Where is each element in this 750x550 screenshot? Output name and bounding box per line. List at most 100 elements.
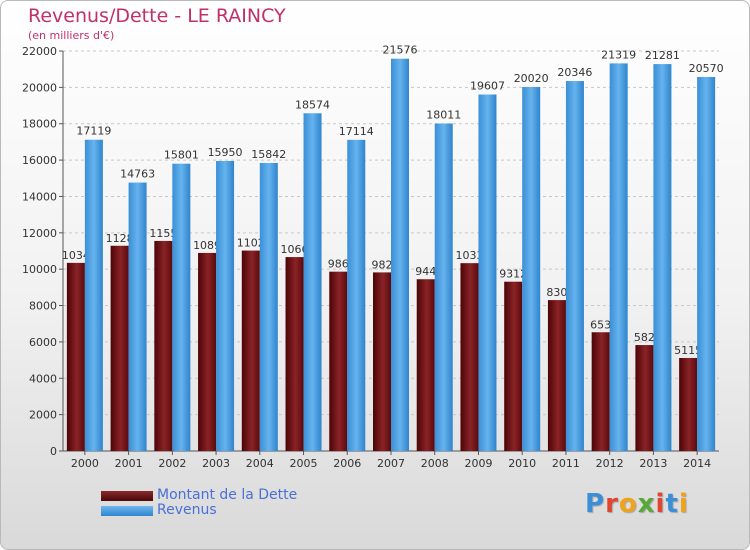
logo-letter: i (655, 489, 666, 519)
logo-letter: P (585, 489, 606, 519)
y-tick-label: 20000 (22, 81, 57, 94)
data-label-revenus: 17119 (76, 125, 111, 138)
data-label-revenus: 18574 (295, 98, 330, 111)
bar-revenus (434, 123, 453, 451)
data-label-revenus: 18011 (426, 109, 461, 122)
logo-letter: t (665, 489, 679, 519)
bar-revenus (697, 77, 716, 451)
data-label-dette: 1128 (106, 232, 134, 245)
logo-letter: o (618, 489, 638, 519)
x-tick-label: 2009 (464, 457, 492, 470)
data-label-dette: 1102 (237, 237, 265, 250)
y-tick-label: 12000 (22, 227, 57, 240)
data-label-dette: 982 (372, 258, 393, 271)
y-tick-label: 22000 (22, 45, 57, 58)
data-label-revenus: 21319 (601, 48, 636, 61)
data-label-revenus: 20346 (557, 66, 592, 79)
bar-revenus (565, 81, 584, 451)
data-label-revenus: 21576 (383, 44, 418, 57)
y-tick-label: 0 (50, 445, 57, 458)
bar-revenus (391, 58, 409, 451)
bar-dette (504, 281, 523, 451)
data-label-dette: 830 (546, 286, 567, 299)
x-tick-label: 2000 (71, 457, 99, 470)
bar-revenus (478, 94, 497, 451)
bar-dette (154, 240, 173, 451)
data-label-dette: 1089 (193, 239, 221, 252)
bar-dette (66, 262, 85, 451)
x-tick-label: 2008 (421, 457, 449, 470)
y-tick-label: 4000 (29, 372, 57, 385)
chart-title: Revenus/Dette - LE RAINCY (28, 5, 286, 27)
bar-revenus (128, 182, 147, 451)
data-label-dette: 1033 (455, 249, 483, 262)
bar-dette (285, 257, 304, 451)
data-label-dette: 986 (328, 258, 349, 271)
data-label-revenus: 15801 (164, 149, 199, 162)
data-label-dette: 653 (590, 318, 611, 331)
bar-dette (591, 332, 610, 451)
data-label-revenus: 15950 (208, 146, 243, 159)
y-tick-label: 2000 (29, 409, 57, 422)
data-label-dette: 944 (415, 265, 436, 278)
bar-dette (547, 300, 566, 451)
x-tick-label: 2005 (290, 457, 318, 470)
x-tick-label: 2012 (596, 457, 624, 470)
data-label-dette: 9312 (499, 268, 527, 281)
data-label-dette: 1155 (149, 227, 177, 240)
bar-dette (329, 271, 348, 451)
bar-dette (198, 252, 217, 451)
x-tick-label: 2003 (202, 457, 230, 470)
bar-dette (241, 250, 260, 451)
x-tick-label: 2014 (683, 457, 711, 470)
legend-swatch-revenus (101, 506, 153, 516)
y-tick-label: 18000 (22, 118, 57, 131)
data-label-revenus: 21281 (645, 49, 680, 62)
bar-revenus (653, 64, 672, 451)
bar-revenus (609, 63, 628, 452)
y-tick-label: 8000 (29, 300, 57, 313)
x-tick-label: 2011 (552, 457, 580, 470)
chart-subtitle: (en milliers d'€) (28, 29, 115, 42)
data-label-dette: 582 (634, 331, 655, 344)
bar-revenus (216, 161, 235, 451)
bar-revenus (172, 163, 191, 451)
x-tick-label: 2001 (115, 457, 143, 470)
data-label-revenus: 17114 (339, 125, 374, 138)
x-tick-label: 2013 (639, 457, 667, 470)
logo-letter: x (637, 489, 656, 519)
bar-dette (460, 263, 479, 451)
data-label-dette: 1034 (62, 249, 90, 262)
x-tick-label: 2004 (246, 457, 274, 470)
legend-label-revenus: Revenus (157, 502, 217, 518)
bar-revenus (522, 87, 541, 451)
bar-dette (110, 245, 129, 451)
data-label-revenus: 20570 (689, 62, 724, 75)
data-label-dette: 1066 (281, 243, 309, 256)
logo-letter: r (605, 489, 619, 519)
bar-revenus (303, 113, 322, 452)
data-label-revenus: 15842 (251, 148, 286, 161)
bar-dette (679, 358, 698, 451)
y-tick-label: 14000 (22, 190, 57, 203)
bar-revenus (347, 139, 366, 451)
x-tick-label: 2010 (508, 457, 536, 470)
bar-revenus (259, 162, 278, 452)
data-label-revenus: 14763 (120, 168, 155, 181)
y-tick-label: 6000 (29, 336, 57, 349)
legend-swatch-dette (101, 491, 153, 501)
data-label-dette: 5115 (674, 344, 702, 357)
x-tick-label: 2006 (333, 457, 361, 470)
bar-dette (635, 345, 654, 451)
logo-letter: i (678, 489, 689, 519)
proxiti-logo: Proxiti (585, 489, 689, 519)
legend-label-dette: Montant de la Dette (157, 487, 298, 503)
y-tick-label: 16000 (22, 154, 57, 167)
x-tick-label: 2007 (377, 457, 405, 470)
y-tick-label: 10000 (22, 263, 57, 276)
bar-dette (373, 272, 391, 451)
bar-dette (416, 279, 435, 451)
data-label-revenus: 19607 (470, 80, 505, 93)
